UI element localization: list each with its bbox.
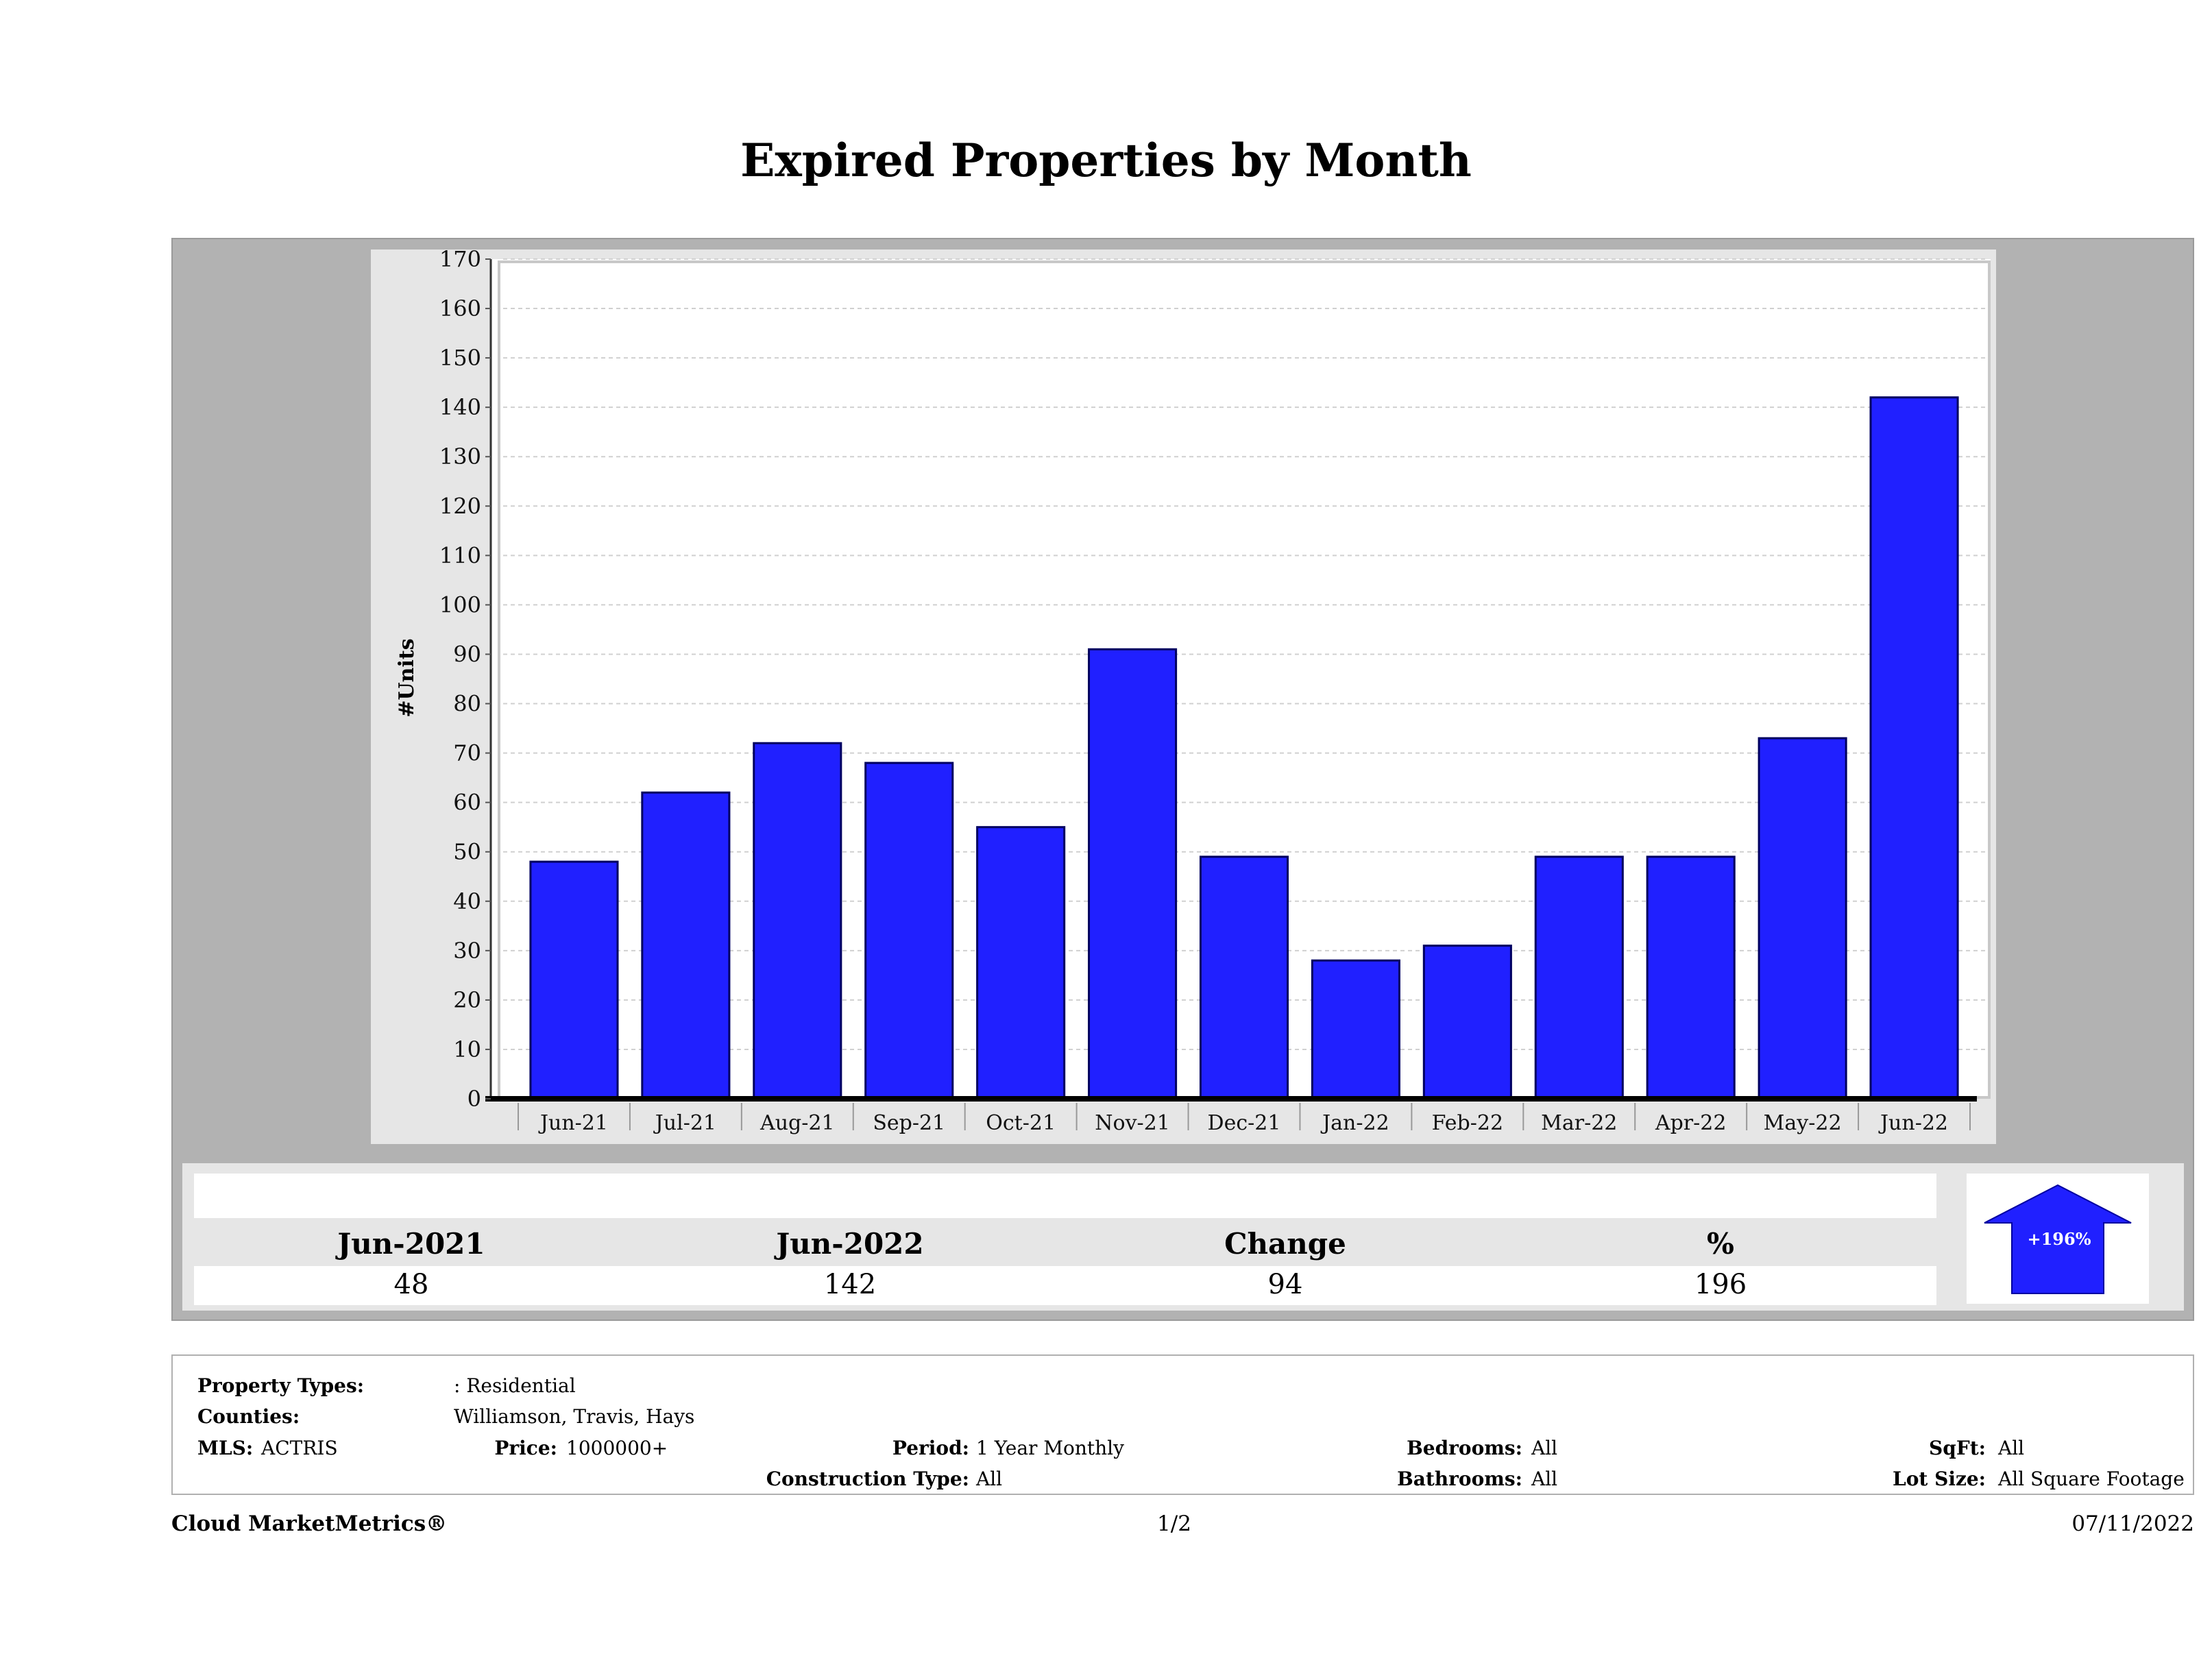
x-tick-label: Sep-21	[873, 1111, 945, 1135]
summary-header-percent: %	[1707, 1227, 1734, 1261]
x-tick-label: Jun-21	[538, 1111, 608, 1135]
x-tick-label: Apr-22	[1655, 1111, 1727, 1135]
counties-label: Counties:	[197, 1405, 300, 1428]
summary-value-end: 142	[823, 1269, 877, 1300]
bar-chart: 0 10 20 30 40 50 60 70 80 90 100 110 120 130 140 150 160…	[395, 250, 1991, 1135]
x-tick-label: Jan-22	[1320, 1111, 1389, 1135]
x-tick-label: Oct-21	[986, 1111, 1056, 1135]
price-label: Price:	[494, 1437, 557, 1459]
x-tick-label: Mar-22	[1541, 1111, 1617, 1135]
construction-type-value: All	[976, 1468, 1003, 1490]
summary-header-change: Change	[1224, 1227, 1346, 1261]
y-tick-label: 80	[453, 691, 481, 717]
y-tick-label: 130	[439, 443, 481, 470]
trend-label: +196%	[2027, 1229, 2091, 1249]
bar-nov-21	[1088, 648, 1178, 1100]
bar-apr-22	[1646, 855, 1736, 1100]
bar-dec-21	[1199, 855, 1289, 1100]
summary-values-row	[194, 1266, 1936, 1305]
summary-blank-row	[194, 1174, 1936, 1218]
footer-brand: Cloud MarketMetrics®	[171, 1511, 448, 1536]
summary-value-start: 48	[393, 1269, 429, 1300]
sqft-value: All	[1998, 1437, 2025, 1459]
bar-jul-21	[641, 791, 731, 1100]
period-value: 1 Year Monthly	[976, 1437, 1124, 1459]
y-tick-label: 120	[439, 493, 481, 519]
bar-oct-21	[976, 826, 1066, 1100]
y-tick-label: 40	[453, 888, 481, 914]
mls-label: MLS:	[197, 1437, 254, 1459]
bar-jun-22	[1869, 396, 1959, 1100]
bedrooms-value: All	[1531, 1437, 1558, 1459]
sqft-label: SqFt:	[1929, 1437, 1986, 1459]
period-label: Period:	[892, 1437, 969, 1459]
trend-indicator	[1967, 1174, 2149, 1304]
construction-type-label: Construction Type:	[766, 1468, 969, 1490]
y-tick-label: 50	[453, 839, 481, 865]
bar-sep-21	[864, 762, 954, 1100]
y-tick-label: 90	[453, 641, 481, 667]
bathrooms-value: All	[1531, 1468, 1558, 1490]
y-tick-label: 140	[439, 394, 481, 420]
page-title: Expired Properties by Month	[740, 134, 1472, 187]
y-tick-label: 20	[453, 987, 481, 1013]
lot-size-value: All Square Footage	[1998, 1468, 2185, 1490]
x-tick-label: Aug-21	[759, 1111, 835, 1135]
y-tick-label: 110	[439, 542, 481, 568]
x-tick-label: Jul-21	[653, 1111, 716, 1135]
property-types-label: Property Types:	[197, 1374, 365, 1397]
bar-jan-22	[1311, 959, 1400, 1100]
property-types-value: : Residential	[454, 1374, 576, 1397]
y-tick-label: 30	[453, 938, 481, 964]
summary-header-end: Jun-2022	[776, 1227, 924, 1261]
footer-date: 07/11/2022	[2071, 1511, 2194, 1536]
x-tick-label: Feb-22	[1432, 1111, 1503, 1135]
bar-feb-22	[1422, 945, 1512, 1100]
y-tick-label: 70	[453, 740, 481, 766]
y-tick-label: 160	[439, 295, 481, 321]
bar-aug-21	[753, 742, 842, 1100]
y-tick-label: 170	[439, 250, 481, 272]
lot-size-label: Lot Size:	[1893, 1468, 1986, 1490]
summary-value-change: 94	[1267, 1269, 1303, 1300]
x-tick-label: May-22	[1764, 1111, 1842, 1135]
summary-header-start: Jun-2021	[337, 1227, 485, 1261]
y-tick-label: 10	[453, 1036, 481, 1062]
y-tick-label: 60	[453, 790, 481, 816]
bar-jun-21	[529, 860, 619, 1100]
y-tick-label: 100	[439, 592, 481, 618]
y-tick-label: 150	[439, 345, 481, 371]
x-tick-label: Jun-22	[1878, 1111, 1948, 1135]
footer-page-number: 1/2	[1157, 1511, 1191, 1536]
y-axis-label: #Units	[395, 638, 419, 717]
bar-may-22	[1758, 737, 1847, 1100]
price-value: 1000000+	[566, 1437, 668, 1459]
x-tick-label: Nov-21	[1095, 1111, 1170, 1135]
arrow-up-icon	[1984, 1184, 2132, 1294]
bathrooms-label: Bathrooms:	[1397, 1468, 1522, 1490]
summary-value-percent: 196	[1694, 1269, 1747, 1300]
bar-mar-22	[1534, 855, 1624, 1100]
y-tick-label: 0	[467, 1086, 481, 1112]
filter-info-box	[171, 1354, 2194, 1495]
counties-value: Williamson, Travis, Hays	[454, 1405, 695, 1428]
mls-value: ACTRIS	[261, 1437, 338, 1459]
bedrooms-label: Bedrooms:	[1407, 1437, 1522, 1459]
x-tick-label: Dec-21	[1208, 1111, 1281, 1135]
